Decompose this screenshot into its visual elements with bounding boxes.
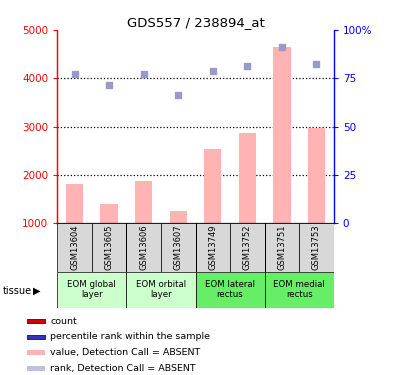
Bar bbox=[27, 350, 45, 355]
Text: EOM orbital
layer: EOM orbital layer bbox=[136, 280, 186, 299]
Bar bbox=[66, 183, 83, 223]
Text: GSM13604: GSM13604 bbox=[70, 225, 79, 270]
Bar bbox=[239, 133, 256, 223]
Bar bbox=[196, 223, 230, 272]
Bar bbox=[126, 223, 161, 272]
Bar bbox=[230, 223, 265, 272]
Point bbox=[244, 63, 250, 69]
Text: GSM13606: GSM13606 bbox=[139, 225, 148, 270]
Text: GSM13749: GSM13749 bbox=[208, 225, 217, 270]
Bar bbox=[161, 223, 196, 272]
Point bbox=[279, 44, 285, 50]
Bar bbox=[57, 272, 126, 308]
Point bbox=[313, 61, 320, 67]
Bar bbox=[169, 211, 187, 223]
Text: value, Detection Call = ABSENT: value, Detection Call = ABSENT bbox=[50, 348, 201, 357]
Text: GSM13607: GSM13607 bbox=[174, 225, 183, 270]
Text: rank, Detection Call = ABSENT: rank, Detection Call = ABSENT bbox=[50, 364, 196, 373]
Text: percentile rank within the sample: percentile rank within the sample bbox=[50, 333, 210, 341]
Point bbox=[141, 71, 147, 77]
Bar bbox=[27, 319, 45, 324]
Text: GSM13753: GSM13753 bbox=[312, 225, 321, 270]
Bar bbox=[273, 47, 291, 223]
Bar bbox=[27, 334, 45, 339]
Bar bbox=[196, 272, 265, 308]
Text: EOM global
layer: EOM global layer bbox=[68, 280, 116, 299]
Text: EOM lateral
rectus: EOM lateral rectus bbox=[205, 280, 255, 299]
Bar bbox=[308, 128, 325, 223]
Bar bbox=[126, 272, 196, 308]
Bar bbox=[27, 366, 45, 371]
Title: GDS557 / 238894_at: GDS557 / 238894_at bbox=[127, 16, 264, 29]
Bar bbox=[299, 223, 334, 272]
Point bbox=[175, 92, 181, 98]
Text: tissue: tissue bbox=[3, 286, 32, 296]
Bar bbox=[92, 223, 126, 272]
Bar bbox=[265, 223, 299, 272]
Point bbox=[210, 68, 216, 74]
Text: count: count bbox=[50, 316, 77, 326]
Text: ▶: ▶ bbox=[33, 286, 40, 296]
Bar bbox=[57, 223, 92, 272]
Text: EOM medial
rectus: EOM medial rectus bbox=[273, 280, 325, 299]
Text: GSM13752: GSM13752 bbox=[243, 225, 252, 270]
Bar bbox=[135, 181, 152, 223]
Bar bbox=[204, 149, 222, 223]
Point bbox=[71, 71, 78, 77]
Text: GSM13605: GSM13605 bbox=[105, 225, 114, 270]
Bar bbox=[265, 272, 334, 308]
Text: GSM13751: GSM13751 bbox=[277, 225, 286, 270]
Point bbox=[106, 81, 112, 87]
Bar bbox=[100, 204, 118, 223]
